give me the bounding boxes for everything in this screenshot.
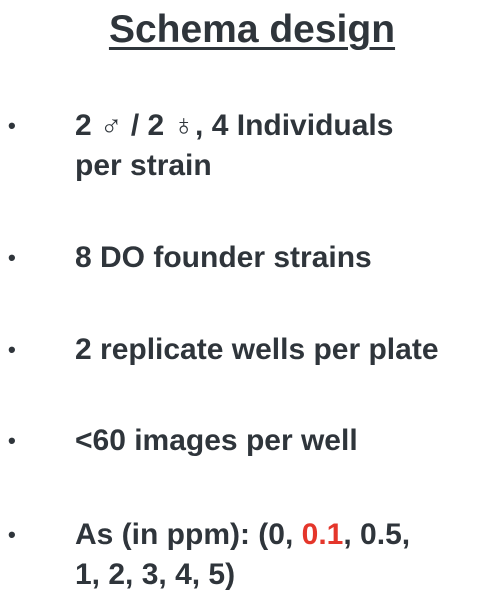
bullet-dot: • <box>8 245 16 270</box>
bullet-text: 8 DO founder strains <box>75 241 372 274</box>
bullet-dot: • <box>8 428 16 453</box>
bullet-text: 2 replicate wells per plate <box>75 333 439 366</box>
bullet-line: 2 ♂ / 2 ♁, 4 Individuals <box>75 109 394 142</box>
bullet-text: <60 images per well <box>75 424 358 457</box>
bullet-dot: • <box>8 522 16 547</box>
bullet-text: 2 ♂ / 2 ♁, 4 Individuals per strain <box>75 106 500 186</box>
bullet-line: per strain <box>75 149 212 182</box>
title-text: Schema design <box>108 8 396 51</box>
bullet-dot: • <box>8 337 16 362</box>
slide-title: Schema design <box>0 8 504 53</box>
bullet-text: As (in ppm): (0, 0.1, 0.5, 1, 2, 3, 4, 5… <box>75 515 500 595</box>
dose-prefix: As (in ppm): (0, <box>75 518 302 551</box>
dose-suffix: , 0.5, <box>343 518 411 551</box>
bullet-line: 1, 2, 3, 4, 5) <box>75 558 236 591</box>
bullet-dot: • <box>8 113 16 138</box>
bullet-line: As (in ppm): (0, 0.1, 0.5, <box>75 515 500 555</box>
dose-highlight: 0.1 <box>301 518 344 551</box>
